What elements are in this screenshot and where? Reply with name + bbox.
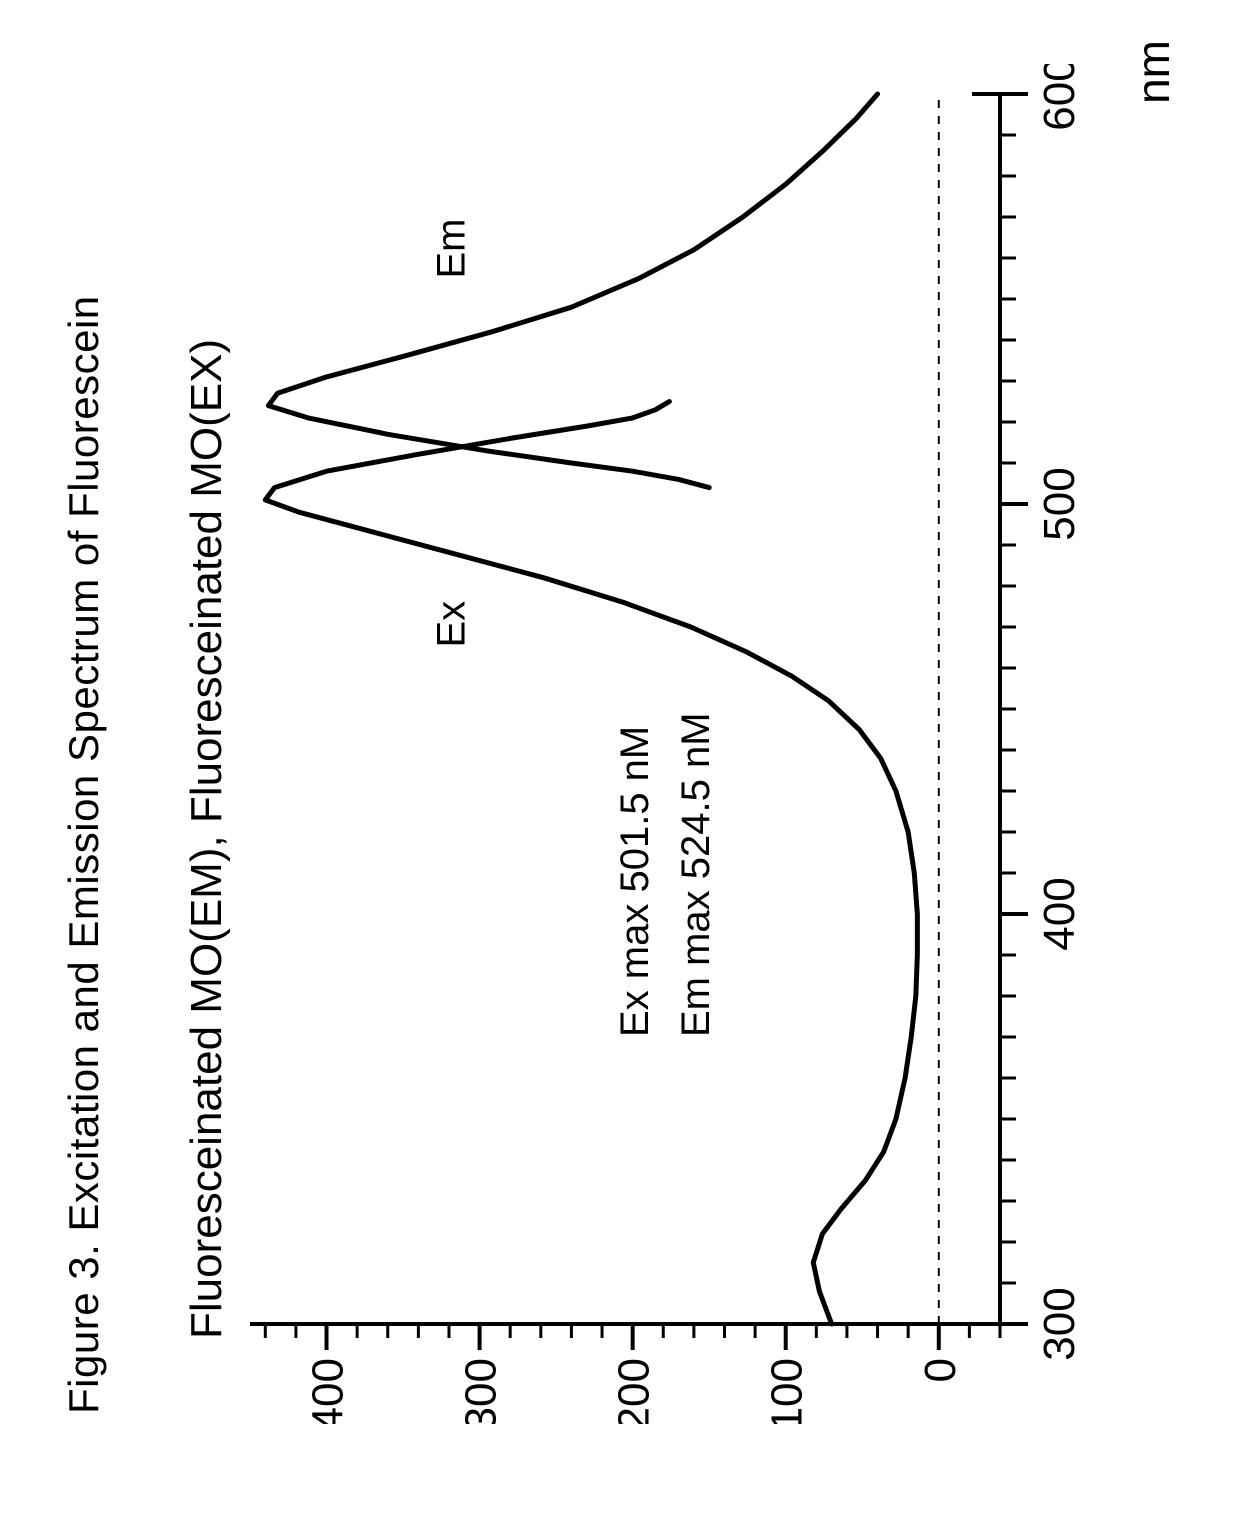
x-tick-label: 500 [1035,467,1084,540]
x-axis-unit: nm [1126,40,1180,104]
series-label-em: Em [429,219,473,279]
chart: 0 100 200 300 400 300 400 500 600 Ex Em Ex max 501.… [240,64,1120,1424]
y-tick-label: 300 [457,1358,506,1424]
y-tick-label: 100 [763,1358,812,1424]
series-label-ex: Ex [429,601,473,648]
y-tick-label: 200 [610,1358,659,1424]
series-ex [265,402,917,1325]
x-tick-label: 300 [1035,1287,1084,1360]
chart-svg: 0 100 200 300 400 300 400 500 600 Ex Em Ex max 501.… [240,64,1120,1424]
x-tick-label: 600 [1035,64,1084,131]
chart-title: Fluoresceinated MO(EM), Fluoresceinated … [182,339,232,1339]
y-tick-label: 0 [916,1358,965,1382]
figure-label: Figure 3. Excitation and Emission Spectr… [60,295,108,1414]
y-tick-label: 400 [304,1358,353,1424]
annotation-ex-max: Ex max 501.5 nM [613,726,657,1037]
x-tick-label: 400 [1035,877,1084,950]
annotation-em-max: Em max 524.5 nM [674,712,718,1037]
